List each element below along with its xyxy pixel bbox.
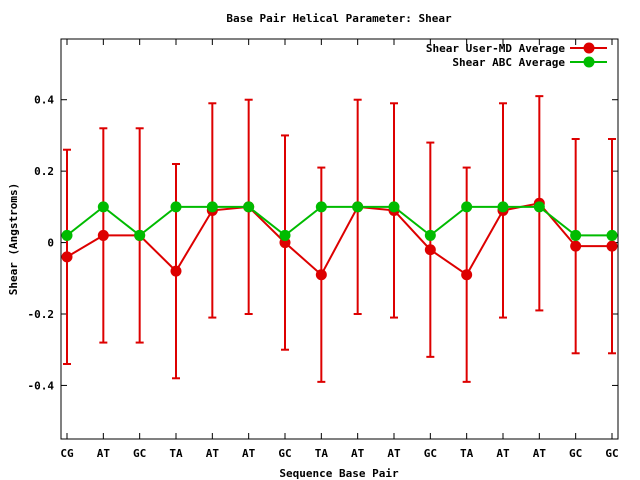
data-point <box>497 201 509 213</box>
x-tick-label: GC <box>278 447 291 460</box>
x-tick-label: AT <box>496 447 510 460</box>
data-point <box>424 229 436 241</box>
data-point <box>352 201 364 213</box>
data-point <box>170 201 182 213</box>
x-axis-label: Sequence Base Pair <box>279 467 399 480</box>
plot-frame <box>60 38 619 440</box>
x-tick-label: GC <box>133 447 146 460</box>
series-layer <box>61 95 618 383</box>
y-tick-label: 0.4 <box>34 94 54 107</box>
x-tick-label: AT <box>351 447 365 460</box>
y-tick-label: 0.2 <box>34 165 54 178</box>
axes: -0.4 -0.2 0 0.2 0.4 CG AT GC TA AT AT GC TA AT AT GC TA A… <box>28 39 619 460</box>
data-point <box>606 240 618 252</box>
data-point <box>97 201 109 213</box>
data-point <box>134 229 146 241</box>
x-tick-label: AT <box>242 447 256 460</box>
series-line <box>66 205 612 237</box>
y-tick-label: 0 <box>47 237 54 250</box>
x-tick-label: AT <box>206 447 220 460</box>
series-line <box>66 202 612 277</box>
data-point <box>424 244 436 256</box>
data-point <box>461 201 473 213</box>
data-point <box>61 251 73 263</box>
data-point <box>461 269 473 281</box>
data-point <box>243 201 255 213</box>
x-tick-label: GC <box>605 447 618 460</box>
data-point <box>315 201 327 213</box>
data-point <box>170 265 182 277</box>
data-point <box>206 201 218 213</box>
y-axis-label: Shear (Angstroms) <box>7 183 20 296</box>
data-point <box>315 269 327 281</box>
x-tick-label: GC <box>424 447 437 460</box>
data-point <box>606 229 618 241</box>
series-1 <box>61 95 618 383</box>
x-tick-label: TA <box>460 447 474 460</box>
x-tick-label: GC <box>569 447 582 460</box>
data-point <box>388 201 400 213</box>
x-tick-label: CG <box>60 447 74 460</box>
x-tick-label: AT <box>97 447 111 460</box>
data-point <box>279 229 291 241</box>
x-tick-label: AT <box>387 447 401 460</box>
data-point <box>97 229 109 241</box>
data-point <box>61 229 73 241</box>
x-tick-label: TA <box>315 447 329 460</box>
legend-marker <box>583 42 595 54</box>
y-tick-label: -0.2 <box>28 308 55 321</box>
series-2 <box>61 201 618 241</box>
legend-label: Shear ABC Average <box>452 56 565 69</box>
data-point <box>570 229 582 241</box>
data-point <box>533 201 545 213</box>
legend-marker <box>583 56 595 68</box>
data-point <box>570 240 582 252</box>
x-tick-label: AT <box>533 447 547 460</box>
legend-label: Shear User-MD Average <box>426 42 565 55</box>
y-tick-label: -0.4 <box>28 379 55 392</box>
x-tick-label: TA <box>169 447 183 460</box>
chart-title: Base Pair Helical Parameter: Shear <box>226 12 452 25</box>
